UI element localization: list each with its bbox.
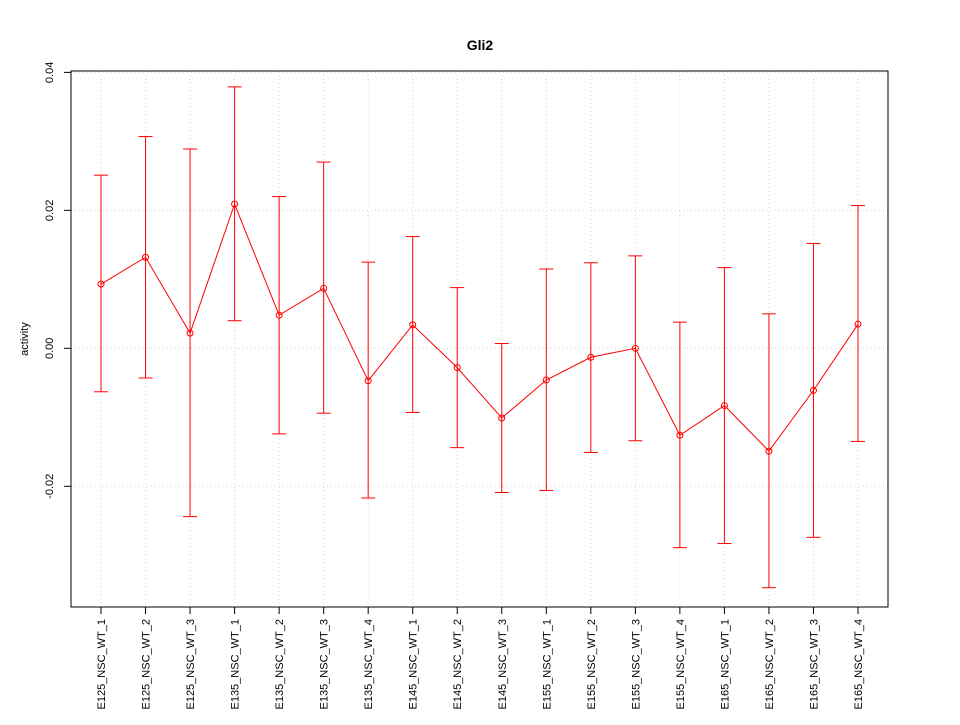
y-tick-label: 0.04 (44, 62, 56, 83)
y-axis: -0.02 0.00 0.02 0.04 (44, 62, 71, 499)
data-point (142, 253, 150, 261)
data-point (720, 402, 728, 410)
y-tick-label: 0.00 (44, 338, 56, 359)
y-tick-label: -0.02 (44, 474, 56, 499)
x-tick-label: E125_NSC_WT_3 (185, 619, 197, 710)
x-tick-label: E135_NSC_WT_4 (363, 619, 375, 710)
data-point (97, 280, 105, 288)
data-point (809, 386, 817, 394)
data-point (186, 329, 194, 337)
x-tick-label: E135_NSC_WT_3 (319, 619, 331, 710)
x-tick-label: E145_NSC_WT_2 (452, 619, 464, 710)
data-point (498, 414, 506, 422)
x-tick-label: E155_NSC_WT_4 (675, 619, 687, 710)
x-tick-label: E165_NSC_WT_3 (808, 619, 820, 710)
x-tick-label: E155_NSC_WT_1 (541, 619, 553, 710)
data-point (765, 447, 773, 455)
x-tick-label: E135_NSC_WT_1 (230, 619, 242, 710)
data-point (676, 431, 684, 439)
data-point (231, 200, 239, 208)
plot-frame (70, 70, 889, 608)
data-point (587, 353, 595, 361)
x-tick-label: E145_NSC_WT_3 (497, 619, 509, 710)
series-line (100, 202, 859, 452)
data-point (453, 364, 461, 372)
x-tick-label: E145_NSC_WT_1 (408, 619, 420, 710)
x-tick-label: E155_NSC_WT_3 (630, 619, 642, 710)
data-point (854, 320, 862, 328)
chart-title: Gli2 (467, 37, 494, 53)
x-tick-label: E165_NSC_WT_4 (853, 619, 865, 710)
data-point (275, 311, 283, 319)
x-tick-label: E125_NSC_WT_1 (96, 619, 108, 710)
x-tick-label: E125_NSC_WT_2 (141, 619, 153, 710)
x-axis: E125_NSC_WT_1 E125_NSC_WT_2 E125_NSC_WT_3 E… (96, 607, 865, 710)
grid (71, 71, 888, 607)
x-tick-label: E135_NSC_WT_2 (274, 619, 286, 710)
data-point (409, 321, 417, 329)
data-point (364, 377, 372, 385)
y-axis-label: activity (19, 322, 31, 356)
x-tick-label: E165_NSC_WT_1 (719, 619, 731, 710)
data-point (320, 284, 328, 292)
series (94, 86, 865, 589)
y-tick-label: 0.02 (44, 200, 56, 221)
data-point (631, 344, 639, 352)
x-tick-label: E155_NSC_WT_2 (586, 619, 598, 710)
x-tick-label: E165_NSC_WT_2 (764, 619, 776, 710)
data-point (542, 376, 550, 384)
